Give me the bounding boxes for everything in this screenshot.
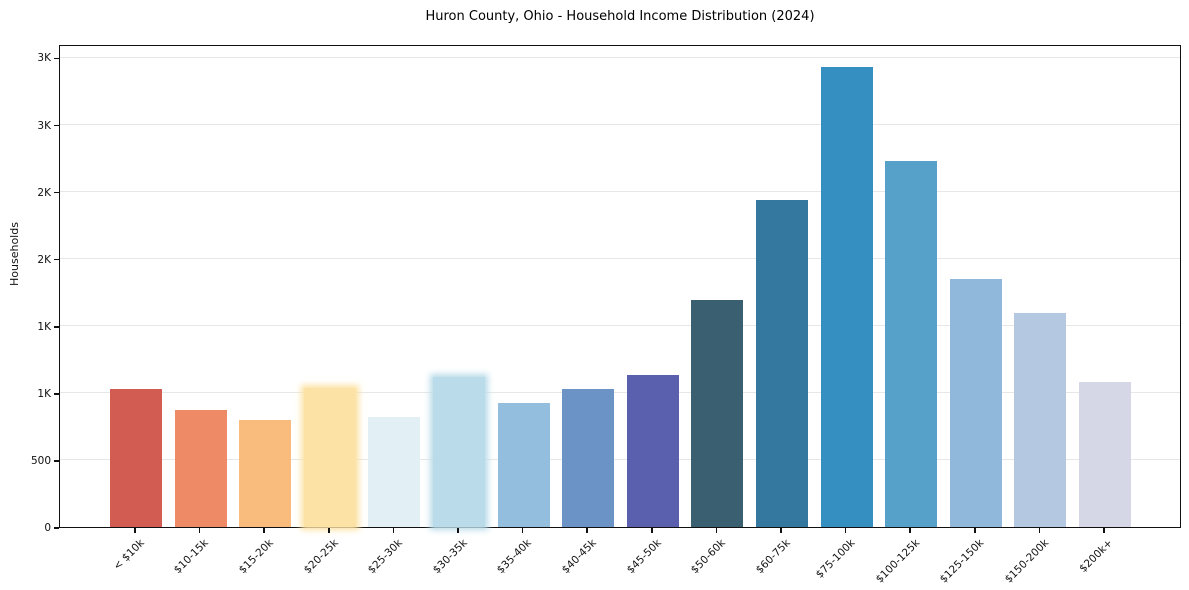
x-tick-mark	[586, 528, 588, 533]
gridline	[60, 325, 1180, 327]
x-tick-mark	[134, 528, 136, 533]
x-tick-mark	[263, 528, 265, 533]
y-tick-mark	[54, 527, 59, 529]
bar-25-30k	[368, 416, 421, 527]
gridline	[60, 191, 1180, 193]
x-tick-mark	[651, 528, 653, 533]
x-tick-mark	[909, 528, 911, 533]
gridline	[60, 459, 1180, 461]
y-tick-mark	[54, 393, 59, 395]
x-tick-label: $25-30k	[365, 537, 405, 577]
y-tick-label: 1K	[37, 320, 51, 333]
x-tick-mark	[392, 528, 395, 533]
gridline	[60, 392, 1180, 394]
y-tick-mark	[54, 326, 59, 328]
gridline	[60, 56, 1180, 58]
x-tick-mark	[974, 528, 976, 533]
x-tick-label: $20-25k	[301, 537, 341, 577]
x-tick-mark	[844, 528, 847, 533]
y-tick-label: 3K	[37, 52, 51, 65]
y-tick-label: 0	[44, 522, 51, 534]
bar-45-50k	[626, 375, 679, 527]
bar-50-60k	[691, 300, 744, 527]
bar-125-150k	[949, 278, 1002, 527]
bar-40-45k	[562, 388, 615, 527]
bar-10k	[110, 388, 162, 527]
x-tick-label: $150-200k	[1002, 537, 1051, 586]
x-tick-label: $200k+	[1077, 537, 1116, 575]
chart-title: Huron County, Ohio - Household Income Di…	[425, 9, 815, 24]
x-tick-label: $125-150k	[937, 537, 987, 586]
gridline	[60, 258, 1180, 260]
y-tick-mark	[54, 57, 59, 60]
x-tick-mark	[457, 528, 459, 533]
bar-15-20k	[239, 420, 292, 527]
y-tick-mark	[54, 124, 59, 127]
y-tick-label: 2K	[37, 253, 51, 266]
gridline	[60, 124, 1180, 125]
bar-20-25k	[303, 388, 356, 527]
x-tick-label: $10-15k	[171, 537, 212, 577]
x-tick-mark	[715, 528, 718, 533]
plot-area	[59, 45, 1181, 528]
x-tick-label: $45-50k	[624, 537, 664, 577]
bar-10-15k	[174, 409, 227, 527]
bar-200k+	[1079, 382, 1131, 527]
bar-35-40k	[497, 402, 550, 527]
x-tick-mark	[1038, 528, 1041, 533]
x-tick-mark	[1103, 528, 1105, 533]
x-tick-label: $15-20k	[236, 537, 276, 577]
x-tick-label: $35-40k	[494, 537, 535, 577]
x-tick-label: $50-60k	[688, 537, 728, 577]
bar-150-200k	[1014, 313, 1067, 527]
x-tick-mark	[780, 528, 782, 533]
x-tick-mark	[198, 528, 201, 533]
y-tick-mark	[54, 191, 59, 194]
bar-75-100k	[820, 67, 873, 527]
x-tick-label: $100-125k	[873, 537, 922, 586]
x-tick-label: $75-100k	[813, 537, 858, 581]
x-tick-mark	[521, 528, 524, 533]
y-tick-mark	[54, 258, 59, 261]
bar-30-35k	[433, 376, 485, 527]
y-tick-mark	[54, 460, 59, 462]
x-tick-label: < $10k	[110, 537, 147, 573]
x-tick-mark	[328, 528, 330, 533]
x-tick-label: $40-45k	[559, 537, 599, 577]
x-tick-label: $60-75k	[753, 537, 793, 577]
x-tick-label: $30-35k	[430, 537, 470, 577]
bar-100-125k	[885, 160, 938, 527]
y-tick-label: 3K	[37, 119, 51, 132]
bar-60-75k	[756, 200, 808, 527]
y-tick-label: 2K	[37, 186, 51, 199]
y-tick-label: 1K	[37, 387, 51, 400]
y-tick-label: 500	[30, 454, 51, 467]
